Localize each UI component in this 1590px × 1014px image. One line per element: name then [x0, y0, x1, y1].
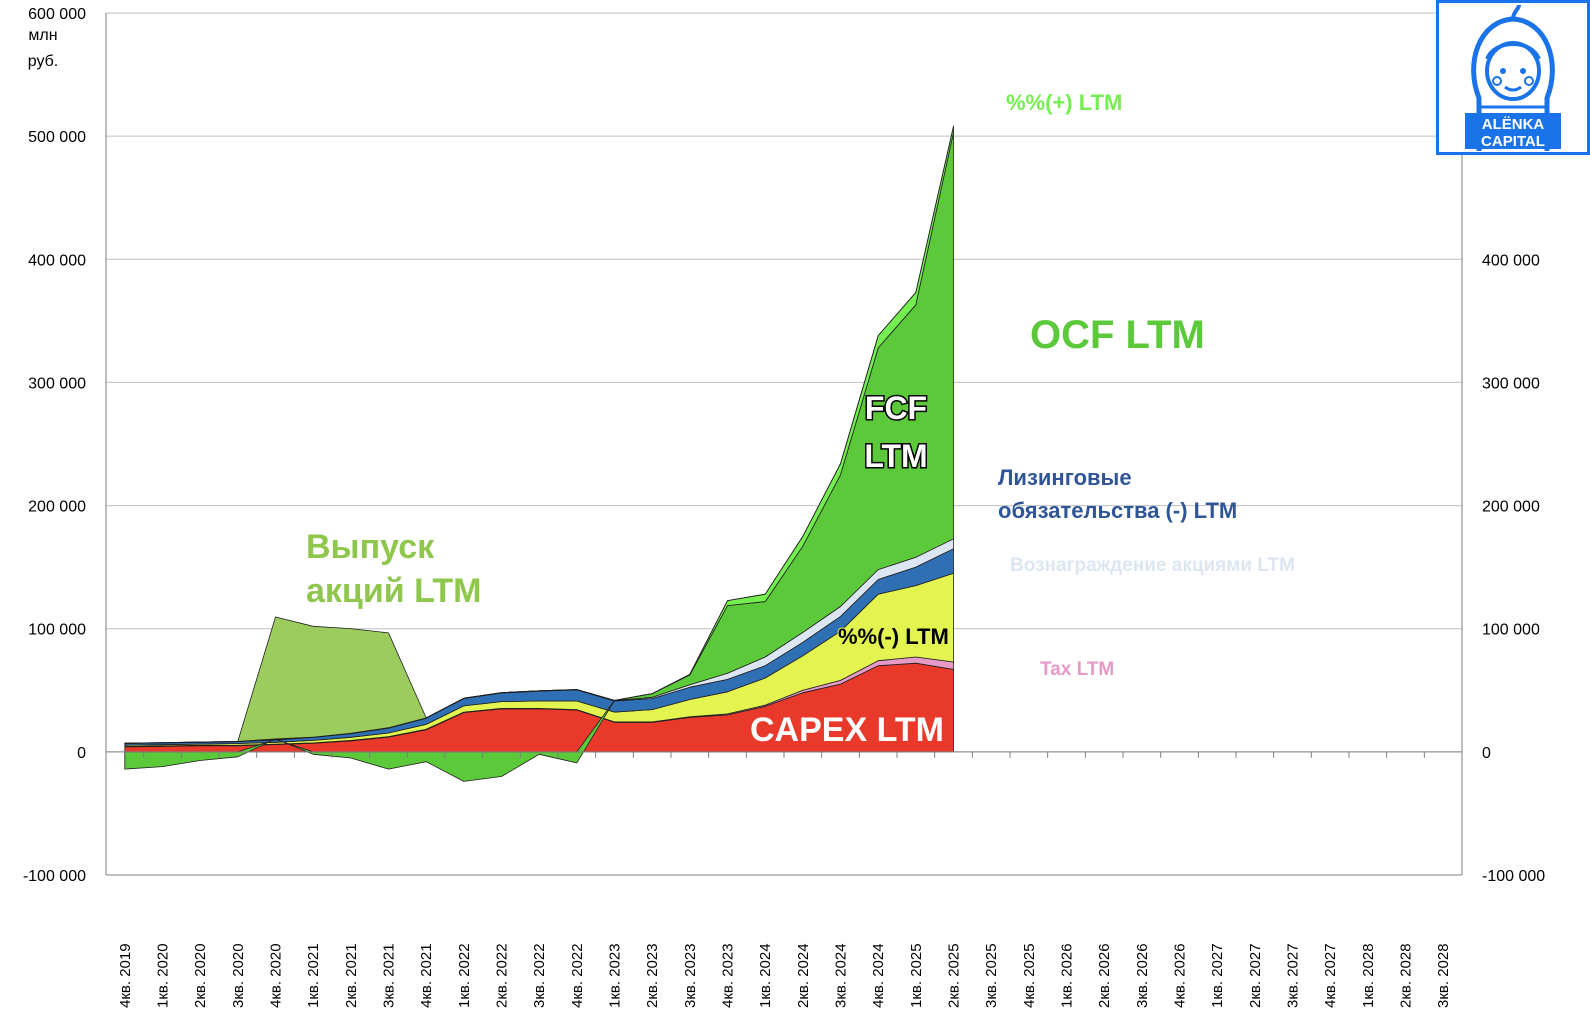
x-tick-label: 3кв. 2027 — [1285, 943, 1302, 1008]
y-tick-left: 400 000 — [28, 252, 86, 269]
y-tick-right: 400 000 — [1482, 252, 1540, 269]
y-unit-label-line2: руб. — [28, 53, 59, 70]
annotation-capex: CAPEX LTM — [750, 711, 944, 749]
annotation-fcf: FCF — [865, 390, 927, 426]
y-axis-right-ticks: -100 000 0 100 000 200 000 300 000 400 000 — [1482, 252, 1545, 885]
y-tick-right: -100 000 — [1482, 868, 1545, 885]
area-выпуск-акций-ltm — [124, 125, 954, 744]
x-tick-label: 4кв. 2027 — [1322, 943, 1339, 1008]
annotation-stock-compensation: Вознаграждение акциями LTM — [1010, 555, 1295, 576]
annotation-tax: Tax LTM — [1040, 659, 1114, 680]
annotation-shares-issue: Выпуск — [306, 528, 435, 566]
x-tick-label: 4кв. 2020 — [268, 943, 285, 1008]
x-tick-label: 1кв. 2022 — [456, 943, 473, 1008]
x-tick-label: 3кв. 2028 — [1435, 943, 1452, 1008]
x-tick-label: 1кв. 2026 — [1059, 943, 1076, 1008]
annotation-fcf: LTM — [864, 438, 927, 474]
x-tick-label: 3кв. 2021 — [381, 943, 398, 1008]
y-tick-left: 100 000 — [28, 622, 86, 639]
x-tick-label: 2кв. 2026 — [1096, 943, 1113, 1008]
x-axis-ticks: 4кв. 2019 1кв. 2020 2кв. 2020 3кв. 2020 4кв.… — [105, 751, 1452, 1008]
x-tick-label: 3кв. 2024 — [833, 943, 850, 1008]
x-tick-label: 3кв. 2023 — [682, 943, 699, 1008]
x-tick-label: 2кв. 2028 — [1398, 943, 1415, 1008]
plot-areas — [124, 125, 954, 782]
logo-line2: CAPITAL — [1481, 133, 1545, 150]
x-tick-label: 1кв. 2028 — [1360, 943, 1377, 1008]
x-tick-label: 4кв. 2019 — [117, 943, 134, 1008]
logo-line1: ALËNKA — [1482, 116, 1545, 133]
annotation-ocf: OCF LTM — [1030, 313, 1205, 357]
x-tick-label: 2кв. 2020 — [192, 943, 209, 1008]
y-tick-left: 200 000 — [28, 499, 86, 516]
matryoshka-logo-icon: ALËNKA CAPITAL — [1465, 4, 1561, 151]
y-tick-left: 500 000 — [28, 129, 86, 146]
annotation-shares-issue: акций LTM — [306, 572, 481, 610]
x-tick-label: 1кв. 2021 — [305, 943, 322, 1008]
annotation-leasing: обязательства (-) LTM — [998, 498, 1237, 523]
y-tick-left: 0 — [77, 745, 86, 762]
y-tick-left: -100 000 — [23, 868, 86, 885]
x-tick-label: 3кв. 2020 — [230, 943, 247, 1008]
x-tick-label: 2кв. 2027 — [1247, 943, 1264, 1008]
y-tick-left: 300 000 — [28, 375, 86, 392]
y-tick-right: 100 000 — [1482, 622, 1540, 639]
x-tick-label: 3кв. 2025 — [983, 943, 1000, 1008]
x-tick-label: 2кв. 2024 — [795, 943, 812, 1008]
y-tick-left: 600 000 — [28, 6, 86, 23]
y-unit-label-line1: млн — [28, 27, 57, 44]
x-tick-label: 2кв. 2025 — [946, 943, 963, 1008]
annotation-pct-plus: %%(+) LTM — [1006, 90, 1122, 115]
annotation-leasing: Лизинговые — [998, 465, 1132, 490]
x-tick-label: 1кв. 2027 — [1209, 943, 1226, 1008]
x-tick-label: 2кв. 2021 — [343, 943, 360, 1008]
alenka-capital-logo: ALËNKA CAPITAL — [1436, 0, 1590, 155]
x-tick-label: 2кв. 2023 — [644, 943, 661, 1008]
x-tick-label: 4кв. 2023 — [720, 943, 737, 1008]
x-tick-label: 4кв. 2022 — [569, 943, 586, 1008]
y-tick-right: 0 — [1482, 745, 1491, 762]
x-tick-label: 3кв. 2022 — [531, 943, 548, 1008]
annotations: Выпуск акций LTM %%(+) LTM OCF LTM FCF LTM Лиз… — [306, 90, 1295, 749]
x-tick-label: 4кв. 2026 — [1172, 943, 1189, 1008]
x-tick-label: 4кв. 2025 — [1021, 943, 1038, 1008]
annotation-pct-minus: %%(-) LTM — [838, 624, 949, 649]
y-axis-left-ticks: -100 000 0 100 000 200 000 300 000 400 000 500… — [23, 6, 86, 885]
x-tick-label: 1кв. 2020 — [155, 943, 172, 1008]
y-tick-right: 200 000 — [1482, 499, 1540, 516]
x-tick-label: 3кв. 2026 — [1134, 943, 1151, 1008]
x-tick-label: 1кв. 2025 — [908, 943, 925, 1008]
y-tick-right: 300 000 — [1482, 375, 1540, 392]
x-tick-label: 1кв. 2023 — [607, 943, 624, 1008]
x-tick-label: 2кв. 2022 — [494, 943, 511, 1008]
x-tick-label: 1кв. 2024 — [757, 943, 774, 1008]
x-tick-label: 4кв. 2021 — [418, 943, 435, 1008]
x-tick-label: 4кв. 2024 — [870, 943, 887, 1008]
